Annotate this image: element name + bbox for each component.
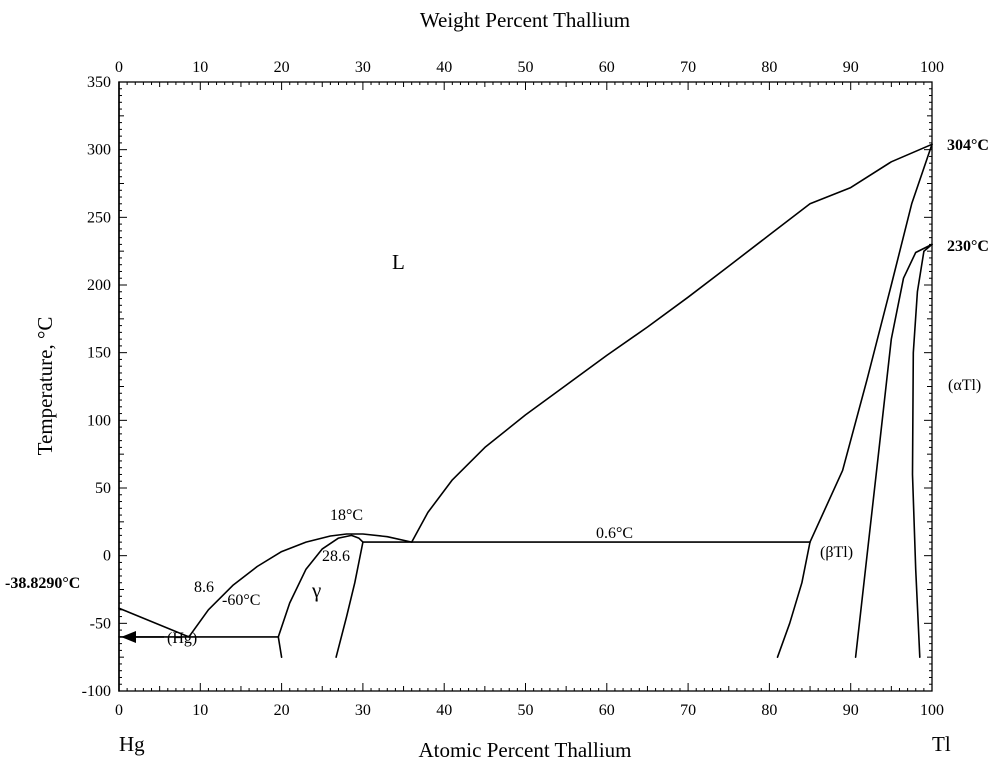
hg-arrow-head: [121, 631, 136, 643]
x2-tick-label: 30: [355, 59, 371, 76]
y-tick-label: 250: [87, 209, 111, 226]
y-tick-label: 50: [95, 480, 111, 497]
x-tick-label: 20: [274, 702, 290, 719]
y-tick-label: 350: [87, 74, 111, 91]
phase-boundary-5: [277, 534, 353, 638]
x2-tick-label: 10: [192, 59, 208, 76]
x-tick-label: 70: [680, 702, 696, 719]
x-tick-label: 30: [355, 702, 371, 719]
x-tick-label: 40: [436, 702, 452, 719]
phase-boundary-2: [410, 143, 933, 543]
temp-label-304: 304°C: [947, 137, 989, 154]
y-tick-label: 0: [103, 548, 111, 565]
x2-tick-label: 20: [274, 59, 290, 76]
y-tick-label: -100: [82, 683, 111, 700]
hg-arrow: [121, 631, 164, 643]
phase-boundaries: [118, 81, 933, 692]
y-tick-label: 150: [87, 345, 111, 362]
x2-tick-label: 0: [115, 59, 123, 76]
x-tick-label: 80: [761, 702, 777, 719]
x2-tick-label: 100: [920, 59, 944, 76]
phase-label-beta-tl: (βTl): [820, 544, 853, 561]
y-tick-label: 300: [87, 142, 111, 159]
x-tick-label: 10: [192, 702, 208, 719]
y-axis-title: Temperature, °C: [33, 317, 57, 456]
x2-axis-title: Weight Percent Thallium: [420, 8, 630, 32]
phase-boundary-10: [776, 541, 811, 658]
temp-label-18: 18°C: [330, 507, 363, 524]
temp-label-minus-60: -60°C: [222, 592, 260, 609]
phase-boundary-1: [188, 533, 413, 638]
phase-label-gamma: γ: [311, 578, 321, 602]
y-tick-label: 200: [87, 277, 111, 294]
x2-tick-label: 40: [436, 59, 452, 76]
x2-tick-label: 80: [761, 59, 777, 76]
x-tick-label: 0: [115, 702, 123, 719]
phase-boundary-12: [911, 243, 933, 658]
y-tick-label: 100: [87, 412, 111, 429]
x-axis-title: Atomic Percent Thallium: [418, 738, 631, 762]
phase-boundary-7: [335, 541, 364, 658]
temp-label-230: 230°C: [947, 238, 989, 255]
x2-tick-label: 60: [599, 59, 615, 76]
composition-label-8-6: 8.6: [194, 579, 214, 596]
element-right-label: Tl: [932, 732, 951, 756]
x-tick-label: 90: [843, 702, 859, 719]
composition-label-28-6: 28.6: [322, 548, 350, 565]
temp-label-0-6: 0.6°C: [596, 525, 633, 542]
axis-tick-labels: 0 10 20 30 40 50 60 70 80 90 100 0 10 20 30 40 50 60 70 80 9…: [82, 59, 944, 719]
phase-boundary-0: [118, 607, 190, 638]
element-left-label: Hg: [119, 732, 145, 756]
temp-label-hg-melting: -38.8290°C: [5, 575, 80, 592]
y-tick-label: -50: [90, 615, 111, 632]
x-tick-label: 50: [518, 702, 534, 719]
x-tick-label: 60: [599, 702, 615, 719]
phase-boundary-6: [350, 534, 364, 543]
x-tick-label: 100: [920, 702, 944, 719]
x2-tick-label: 70: [680, 59, 696, 76]
phase-label-hg: (Hg): [167, 630, 197, 647]
phase-label-liquid: L: [392, 250, 405, 274]
phase-boundary-9: [809, 143, 933, 543]
x2-tick-label: 50: [518, 59, 534, 76]
phase-boundary-11: [854, 243, 933, 658]
phase-label-alpha-tl: (αTl): [948, 377, 981, 394]
x2-tick-label: 90: [843, 59, 859, 76]
phase-boundary-4: [277, 636, 283, 658]
